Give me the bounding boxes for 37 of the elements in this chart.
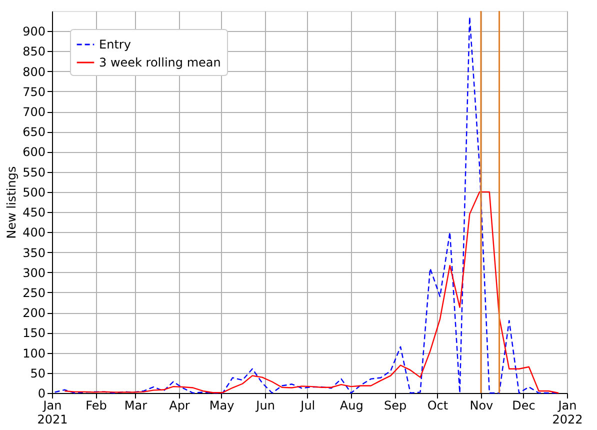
x-tick-label: Mar xyxy=(124,398,148,412)
x-tick-label: May xyxy=(209,398,234,412)
y-tick-label: 400 xyxy=(22,226,46,240)
legend-label: 3 week rolling mean xyxy=(99,56,221,70)
x-tick-label: Dec xyxy=(512,398,536,412)
x-tick-label: Jan 2022 xyxy=(552,398,583,426)
y-tick-label: 600 xyxy=(22,145,46,160)
line-series xyxy=(64,191,560,394)
y-tick-label: 800 xyxy=(22,64,46,79)
y-tick-label: 450 xyxy=(22,206,46,220)
line-series xyxy=(54,16,560,394)
x-tick-label: Oct xyxy=(427,398,448,412)
y-tick-label: 650 xyxy=(22,125,46,140)
y-tick-label: 0 xyxy=(38,386,46,400)
y-tick-label: 50 xyxy=(30,366,46,380)
y-tick-label: 250 xyxy=(22,286,46,300)
y-tick-label: 900 xyxy=(22,24,46,39)
x-tick-label: Aug xyxy=(340,398,364,412)
y-tick-label: 300 xyxy=(22,266,46,280)
y-tick-label: 150 xyxy=(22,326,46,340)
x-tick-label: Jul xyxy=(300,398,316,412)
x-tick-label: Apr xyxy=(169,398,190,412)
x-tick-label: Nov xyxy=(470,398,494,412)
y-tick-label: 750 xyxy=(22,84,46,99)
y-tick-label: 500 xyxy=(22,185,46,200)
y-tick-label: 550 xyxy=(22,165,46,180)
y-tick-label: 200 xyxy=(22,306,46,320)
x-tick-label: Jun xyxy=(255,398,275,412)
y-tick-label: 700 xyxy=(22,105,46,120)
legend-label: Entry xyxy=(99,38,131,52)
x-tick-label: Feb xyxy=(86,398,107,412)
y-tick-label: 350 xyxy=(22,246,46,260)
y-tick-label: 100 xyxy=(22,346,46,360)
x-tick-label: Sep xyxy=(384,398,407,412)
y-tick-label: 850 xyxy=(22,44,46,59)
x-tick-label: Jan 2021 xyxy=(37,398,68,426)
y-axis-title: New listings xyxy=(4,166,19,239)
